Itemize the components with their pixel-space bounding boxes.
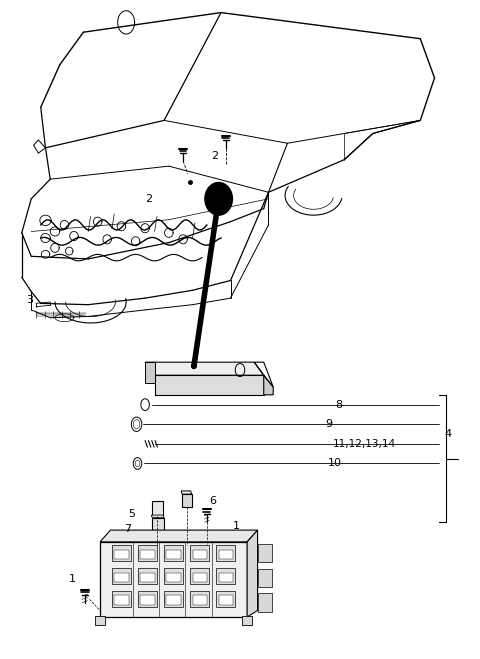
Bar (167, 596, 180, 604)
Bar (219, 550, 233, 559)
Bar (190, 545, 209, 561)
Bar (192, 550, 207, 559)
Bar (258, 544, 272, 562)
Bar (114, 573, 129, 582)
Bar (258, 569, 272, 587)
Polygon shape (190, 199, 219, 376)
Bar (114, 550, 129, 559)
Bar (112, 545, 131, 561)
Polygon shape (155, 375, 264, 395)
Polygon shape (247, 530, 258, 617)
Bar (112, 591, 131, 607)
Bar (100, 542, 247, 617)
Text: 2: 2 (212, 152, 219, 161)
Bar (182, 494, 192, 507)
Text: 11,12,13,14: 11,12,13,14 (333, 439, 396, 449)
Polygon shape (145, 362, 155, 383)
Text: 2: 2 (145, 194, 152, 204)
Bar (140, 550, 155, 559)
Bar (190, 568, 209, 585)
Bar (192, 573, 207, 582)
Bar (152, 501, 163, 516)
Text: 3: 3 (26, 295, 34, 305)
Text: 4: 4 (444, 429, 451, 439)
Bar (167, 550, 180, 559)
Bar (96, 616, 105, 625)
Text: 7: 7 (124, 524, 131, 534)
Text: 1: 1 (69, 574, 76, 584)
Bar (219, 596, 233, 604)
Bar (114, 596, 129, 604)
Bar (140, 573, 155, 582)
Polygon shape (151, 515, 164, 518)
Bar (190, 591, 209, 607)
Bar (138, 591, 157, 607)
Bar (216, 568, 235, 585)
Bar (219, 573, 233, 582)
Bar (192, 596, 207, 604)
Text: 10: 10 (328, 459, 342, 469)
Polygon shape (100, 530, 258, 542)
Bar (167, 573, 180, 582)
FancyArrow shape (187, 375, 198, 388)
Bar (216, 545, 235, 561)
Text: 9: 9 (325, 419, 333, 429)
Polygon shape (145, 362, 264, 375)
Polygon shape (181, 491, 192, 494)
Text: 5: 5 (129, 509, 136, 519)
Bar (164, 591, 183, 607)
Bar (152, 518, 164, 532)
Bar (258, 594, 272, 612)
Bar (140, 596, 155, 604)
Bar (242, 616, 252, 625)
Ellipse shape (205, 183, 232, 215)
Bar (112, 568, 131, 585)
Polygon shape (264, 375, 273, 395)
Bar (164, 545, 183, 561)
Bar (216, 591, 235, 607)
Text: 1: 1 (233, 521, 240, 530)
Text: 8: 8 (335, 399, 342, 410)
Text: 6: 6 (209, 496, 216, 505)
Bar (138, 568, 157, 585)
Bar (138, 545, 157, 561)
Bar (164, 568, 183, 585)
